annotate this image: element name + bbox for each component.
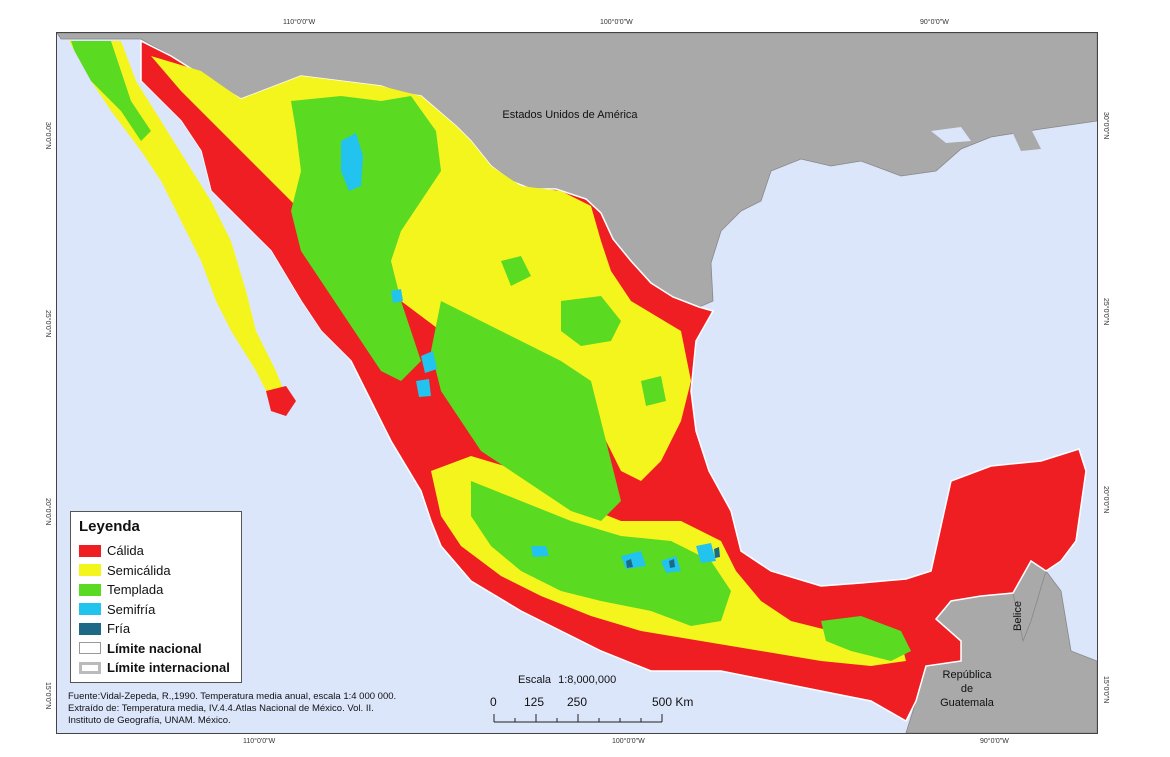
label-belize: Belice — [1012, 601, 1024, 631]
legend-swatch-limite-internacional — [79, 661, 101, 674]
label-usa: Estados Unidos de América — [502, 109, 638, 121]
label-guatemala-3: Guatemala — [940, 697, 994, 709]
legend-item-fria: Fría — [79, 619, 233, 639]
graticule-bottom-110w: 110°0'0"W — [243, 738, 276, 745]
graticule-right-20n: 20°0'0"N — [1102, 486, 1109, 514]
scale-title-row: Escala 1:8,000,000 — [518, 674, 616, 686]
legend-title: Leyenda — [79, 518, 140, 535]
legend: Leyenda Cálida Semicálida Templada Semif… — [70, 511, 242, 683]
zone-semifria-chihuahua — [341, 133, 363, 191]
zone-templada-chiapas — [821, 616, 911, 661]
legend-item-limite-internacional: Límite internacional — [79, 658, 233, 678]
graticule-left-15n: 15°0'0"N — [44, 682, 51, 710]
legend-swatch-semifria — [79, 603, 101, 616]
legend-label-semicalida: Semicálida — [107, 562, 171, 578]
scale-bar-graphic — [493, 714, 663, 723]
source-line-1: Fuente:Vidal-Zepeda, R.,1990. Temperatur… — [68, 691, 397, 702]
scale-tick-125: 125 — [524, 695, 545, 709]
gulf-islands — [931, 127, 971, 143]
source-note: Fuente:Vidal-Zepeda, R.,1990. Temperatur… — [68, 691, 396, 727]
legend-label-semifria: Semifría — [107, 601, 156, 617]
legend-label-calida: Cálida — [107, 543, 144, 559]
zone-templada-sierra-madre-occidental — [291, 96, 441, 381]
legend-label-fria: Fría — [107, 621, 131, 637]
zone-fria-peaks — [626, 547, 720, 568]
zone-templada-baja — [71, 41, 151, 141]
baja-tip-calida — [266, 386, 296, 416]
graticule-left-30n: 30°0'0"N — [44, 122, 51, 150]
legend-item-templada: Templada — [79, 580, 233, 600]
legend-item-semicalida: Semicálida — [79, 561, 233, 581]
pacific-baja-coast — [57, 41, 291, 431]
legend-swatch-calida — [79, 544, 101, 557]
legend-item-limite-nacional: Límite nacional — [79, 639, 233, 659]
graticule-top-100w: 100°0'0"W — [600, 19, 633, 26]
graticule-left-25n: 25°0'0"N — [44, 310, 51, 338]
label-guatemala-2: de — [960, 683, 974, 695]
graticule-right-25n: 25°0'0"N — [1102, 298, 1109, 326]
legend-swatch-limite-nacional — [79, 642, 101, 655]
source-line-3: Instituto de Geografía, UNAM. México. — [68, 715, 231, 726]
legend-label-limite-nacional: Límite nacional — [107, 640, 202, 656]
graticule-right-30n: 30°0'0"N — [1102, 112, 1109, 140]
florida-hint — [1011, 129, 1041, 151]
scale-title: Escala — [518, 674, 552, 686]
legend-label-limite-internacional: Límite internacional — [107, 660, 230, 676]
graticule-top-110w: 110°0'0"W — [283, 19, 316, 26]
scale-tick-0: 0 — [490, 695, 497, 709]
zone-templada-neovolcanic — [471, 481, 731, 626]
label-guatemala-1: República — [942, 669, 992, 681]
zone-semicalida-baja — [69, 41, 286, 401]
gulf-of-california — [141, 81, 351, 366]
graticule-bottom-90w: 90°0'0"W — [980, 738, 1009, 745]
graticule-top-90w: 90°0'0"W — [920, 19, 949, 26]
scale-ratio: 1:8,000,000 — [558, 674, 617, 686]
graticule-left-20n: 20°0'0"N — [44, 498, 51, 526]
graticule-right-15n: 15°0'0"N — [1102, 676, 1109, 704]
legend-swatch-templada — [79, 583, 101, 596]
zone-templada-patches — [501, 256, 666, 406]
legend-item-semifria: Semifría — [79, 600, 233, 620]
source-line-2: Extraído de: Temperatura media, IV.4.4.A… — [68, 703, 374, 714]
legend-swatch-fria — [79, 622, 101, 635]
scale-tick-500: 500 Km — [652, 695, 694, 709]
scale-bar: Escala 1:8,000,000 0 125 250 500 Km — [480, 674, 720, 734]
scale-tick-250: 250 — [567, 695, 588, 709]
legend-swatch-semicalida — [79, 564, 101, 577]
legend-label-templada: Templada — [107, 582, 164, 598]
zone-templada-central — [431, 301, 621, 521]
legend-item-calida: Cálida — [79, 541, 233, 561]
graticule-bottom-100w: 100°0'0"W — [612, 738, 645, 745]
